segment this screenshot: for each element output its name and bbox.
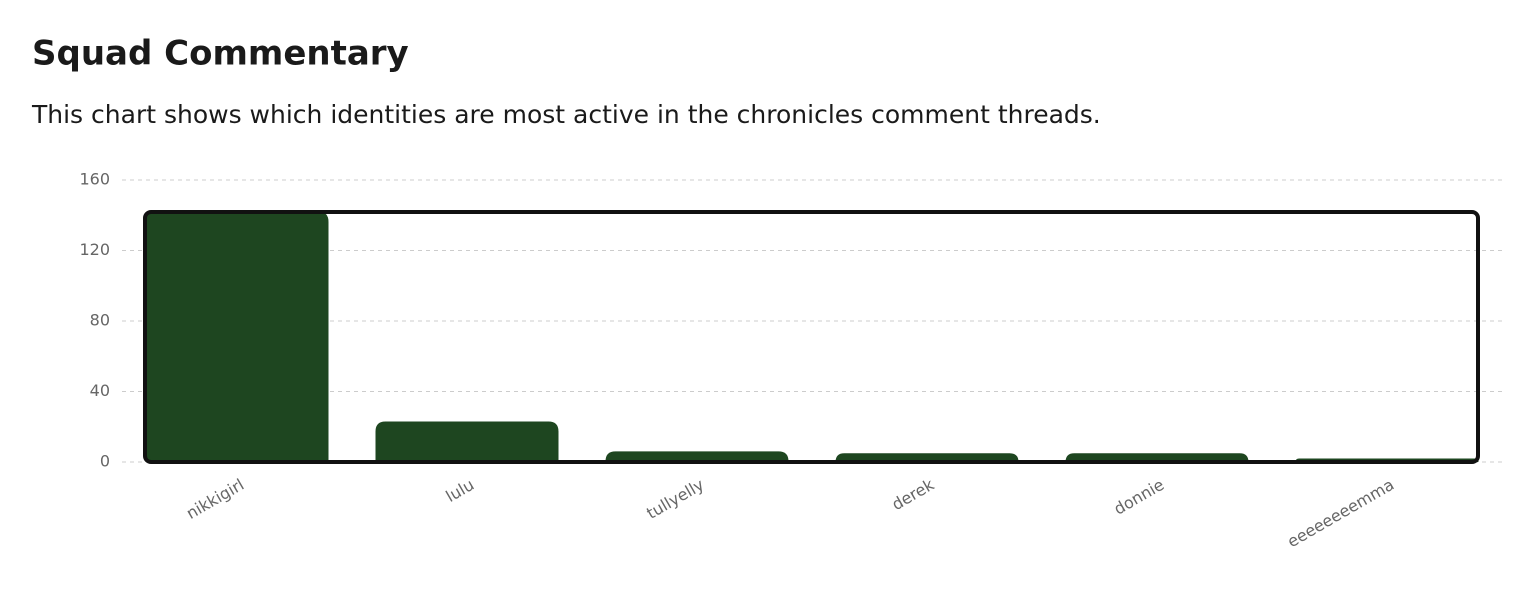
selection-outline <box>143 210 1480 464</box>
chart-subtitle: This chart shows which identities are mo… <box>31 100 1101 129</box>
x-tick-label: nikkigirl <box>183 475 247 523</box>
bar <box>1065 453 1249 462</box>
x-tick-label: lulu <box>442 475 477 506</box>
x-tick-label: eeeeeeeemma <box>1284 475 1397 551</box>
bar <box>145 211 329 462</box>
y-tick-label: 40 <box>90 381 110 400</box>
bar <box>835 453 1019 462</box>
x-tick-label: tullyelly <box>643 475 707 523</box>
y-tick-label: 120 <box>79 240 110 259</box>
chart-title: Squad Commentary <box>32 34 409 74</box>
y-tick-label: 160 <box>79 170 110 189</box>
x-tick-label: donnie <box>1111 475 1168 519</box>
bar <box>605 451 789 462</box>
y-tick-label: 0 <box>100 452 110 471</box>
bar <box>375 421 559 462</box>
y-tick-label: 80 <box>90 311 110 330</box>
x-tick-label: derek <box>888 475 937 514</box>
